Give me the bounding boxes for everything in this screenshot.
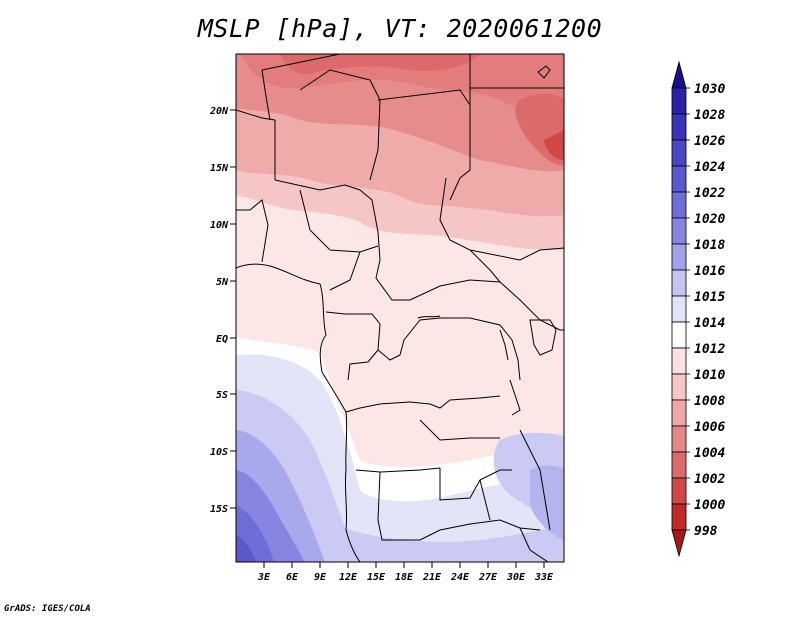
grads-credit: GrADS: IGES/COLA — [4, 604, 91, 614]
lat-label: 15N — [210, 163, 229, 174]
colorbar-segment — [671, 321, 687, 349]
colorbar-segment — [671, 399, 687, 427]
pressure-shading — [236, 54, 564, 562]
colorbar-label: 1030 — [694, 82, 725, 97]
colorbar-segment — [671, 217, 687, 245]
colorbar-label: 1028 — [694, 108, 725, 123]
lon-ticks — [263, 562, 545, 568]
colorbar-bottom-arrow — [671, 529, 687, 558]
colorbar-label: 1020 — [694, 212, 725, 227]
colorbar-segment — [671, 347, 687, 375]
colorbar-label: 1004 — [694, 446, 725, 461]
lat-label: 10S — [210, 447, 228, 458]
colorbar-label: 1022 — [694, 186, 725, 201]
country-borders — [236, 54, 564, 562]
lon-label: 18E — [395, 572, 414, 583]
lon-label: 24E — [450, 572, 470, 583]
lon-label: 30E — [506, 572, 526, 583]
colorbar-label: 1018 — [694, 238, 725, 253]
colorbar-top-arrow — [671, 60, 687, 89]
lon-label: 15E — [367, 572, 386, 583]
colorbar-segment — [671, 191, 687, 219]
colorbar: 1030 1028 1026 1024 1022 1020 1018 1016 1015 1014… — [671, 60, 725, 558]
colorbar-segment — [671, 425, 687, 453]
colorbar-segment — [671, 269, 687, 297]
lon-label: 12E — [339, 572, 358, 583]
lon-label: 21E — [422, 572, 442, 583]
lon-label: 3E — [257, 572, 271, 583]
lat-label: 20N — [209, 106, 229, 117]
colorbar-label: 1012 — [694, 342, 725, 357]
colorbar-label: 1016 — [694, 264, 725, 279]
colorbar-label: 998 — [694, 524, 718, 539]
colorbar-segment — [671, 139, 687, 167]
lon-label: 9E — [314, 572, 327, 583]
lat-label: 15S — [210, 504, 228, 515]
lon-label: 6E — [286, 572, 299, 583]
colorbar-segment — [671, 165, 687, 193]
colorbar-segment — [671, 295, 687, 323]
lon-label: 33E — [534, 572, 554, 583]
colorbar-label: 1026 — [694, 134, 725, 149]
colorbar-label: 1002 — [694, 472, 725, 487]
lat-label: 5N — [216, 277, 229, 288]
colorbar-label: 1010 — [694, 368, 725, 383]
lat-label: EQ — [216, 334, 228, 345]
colorbar-label: 1000 — [694, 498, 725, 513]
colorbar-segment — [671, 503, 687, 531]
colorbar-segment — [671, 87, 687, 115]
lat-ticks — [230, 109, 236, 509]
colorbar-label: 1015 — [694, 290, 725, 305]
plot-frame — [235, 53, 565, 563]
colorbar-label: 1024 — [694, 160, 725, 175]
colorbar-segment — [671, 113, 687, 141]
colorbar-segment — [671, 243, 687, 271]
colorbar-segment — [671, 373, 687, 401]
lat-label: 10N — [210, 220, 229, 231]
lon-label: 27E — [478, 572, 498, 583]
lat-label: 5S — [216, 390, 228, 401]
colorbar-label: 1008 — [694, 394, 725, 409]
colorbar-segment — [671, 451, 687, 479]
map-title: MSLP [hPa], VT: 2020061200 — [197, 14, 603, 43]
colorbar-label: 1014 — [694, 316, 725, 331]
colorbar-segment — [671, 477, 687, 505]
colorbar-label: 1006 — [694, 420, 725, 435]
